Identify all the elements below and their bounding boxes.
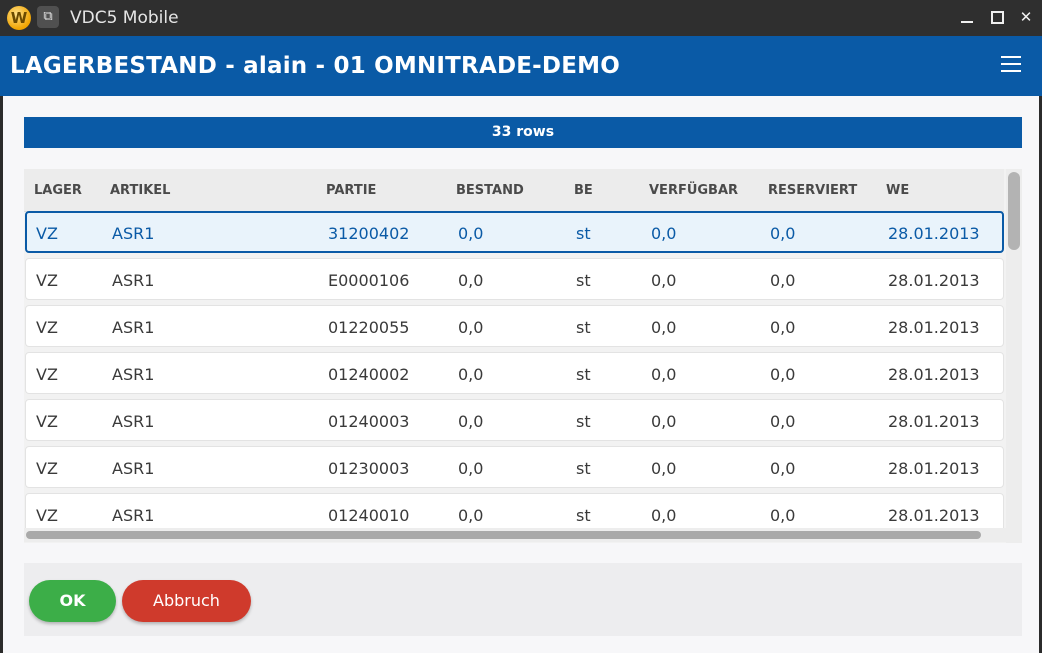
table-header: LAGER ARTIKEL PARTIE BESTAND BE VERFÜGBA… xyxy=(24,169,1004,212)
cell-bestand: 0,0 xyxy=(458,224,484,243)
table-row[interactable]: VZ ASR1 E0000106 0,0 st 0,0 0,0 28.01.2013 xyxy=(25,258,1004,300)
cell-partie: 01220055 xyxy=(328,318,410,337)
cell-bestand: 0,0 xyxy=(458,412,484,431)
cell-reserviert: 0,0 xyxy=(770,224,796,243)
column-header-verfuegbar[interactable]: VERFÜGBAR xyxy=(649,183,739,198)
cell-artikel: ASR1 xyxy=(112,224,155,243)
cell-lager: VZ xyxy=(36,318,58,337)
column-header-be[interactable]: BE xyxy=(574,183,593,198)
cell-reserviert: 0,0 xyxy=(770,412,796,431)
cell-be: st xyxy=(576,271,591,290)
cell-verfuegbar: 0,0 xyxy=(651,506,677,525)
window-titlebar: W ⧉ VDC5 Mobile ✕ xyxy=(0,0,1042,36)
hamburger-menu-icon[interactable] xyxy=(1001,54,1023,76)
table-row[interactable]: VZ ASR1 01220055 0,0 st 0,0 0,0 28.01.2013 xyxy=(25,305,1004,347)
cell-artikel: ASR1 xyxy=(112,459,155,478)
cell-verfuegbar: 0,0 xyxy=(651,459,677,478)
column-header-reserviert[interactable]: RESERVIERT xyxy=(768,183,858,198)
cell-we: 28.01.2013 xyxy=(888,412,980,431)
cell-verfuegbar: 0,0 xyxy=(651,271,677,290)
close-icon: ✕ xyxy=(1019,8,1033,26)
vertical-scrollbar[interactable] xyxy=(1006,169,1022,543)
horizontal-scroll-thumb[interactable] xyxy=(26,531,981,539)
cell-we: 28.01.2013 xyxy=(888,271,980,290)
table-row[interactable]: VZ ASR1 31200402 0,0 st 0,0 0,0 28.01.2013 xyxy=(25,211,1004,253)
cell-artikel: ASR1 xyxy=(112,365,155,384)
cell-be: st xyxy=(576,459,591,478)
ok-button[interactable]: OK xyxy=(29,580,116,622)
cell-reserviert: 0,0 xyxy=(770,318,796,337)
cell-partie: 31200402 xyxy=(328,224,410,243)
cancel-button[interactable]: Abbruch xyxy=(122,580,251,622)
minimize-button[interactable] xyxy=(955,5,979,29)
button-bar: OK Abbruch xyxy=(24,563,1022,636)
window-title: VDC5 Mobile xyxy=(70,8,179,28)
maximize-icon xyxy=(991,11,1004,24)
column-header-partie[interactable]: PARTIE xyxy=(326,183,377,198)
app-header: LAGERBESTAND - alain - 01 OMNITRADE-DEMO xyxy=(0,36,1042,96)
cell-be: st xyxy=(576,365,591,384)
maximize-button[interactable] xyxy=(985,5,1009,29)
cell-we: 28.01.2013 xyxy=(888,506,980,525)
window-menu-icon[interactable]: ⧉ xyxy=(37,6,59,28)
cell-lager: VZ xyxy=(36,412,58,431)
cell-artikel: ASR1 xyxy=(112,412,155,431)
cell-be: st xyxy=(576,224,591,243)
cell-bestand: 0,0 xyxy=(458,365,484,384)
horizontal-scrollbar[interactable] xyxy=(24,528,1006,542)
cell-lager: VZ xyxy=(36,459,58,478)
cell-we: 28.01.2013 xyxy=(888,459,980,478)
table-row[interactable]: VZ ASR1 01240002 0,0 st 0,0 0,0 28.01.2013 xyxy=(25,352,1004,394)
app-logo-icon: W xyxy=(7,6,31,30)
cell-lager: VZ xyxy=(36,271,58,290)
cell-bestand: 0,0 xyxy=(458,459,484,478)
cell-artikel: ASR1 xyxy=(112,271,155,290)
cell-partie: 01240002 xyxy=(328,365,410,384)
column-header-bestand[interactable]: BESTAND xyxy=(456,183,524,198)
cell-verfuegbar: 0,0 xyxy=(651,365,677,384)
cell-artikel: ASR1 xyxy=(112,506,155,525)
cell-verfuegbar: 0,0 xyxy=(651,412,677,431)
column-header-we[interactable]: WE xyxy=(886,183,910,198)
cell-lager: VZ xyxy=(36,506,58,525)
vertical-scroll-thumb[interactable] xyxy=(1008,172,1020,250)
minimize-icon xyxy=(961,21,973,23)
cell-bestand: 0,0 xyxy=(458,318,484,337)
cell-bestand: 0,0 xyxy=(458,271,484,290)
cell-reserviert: 0,0 xyxy=(770,459,796,478)
cell-we: 28.01.2013 xyxy=(888,318,980,337)
cell-partie: 01240010 xyxy=(328,506,410,525)
cell-partie: 01230003 xyxy=(328,459,410,478)
row-count-banner: 33 rows xyxy=(24,117,1022,148)
cell-partie: 01240003 xyxy=(328,412,410,431)
cell-be: st xyxy=(576,412,591,431)
cell-verfuegbar: 0,0 xyxy=(651,224,677,243)
page-title: LAGERBESTAND - alain - 01 OMNITRADE-DEMO xyxy=(10,53,620,79)
column-header-artikel[interactable]: ARTIKEL xyxy=(110,183,171,198)
stock-table: LAGER ARTIKEL PARTIE BESTAND BE VERFÜGBA… xyxy=(24,169,1022,543)
table-row[interactable]: VZ ASR1 01230003 0,0 st 0,0 0,0 28.01.2013 xyxy=(25,446,1004,488)
cell-we: 28.01.2013 xyxy=(888,224,980,243)
table-row[interactable]: VZ ASR1 01240003 0,0 st 0,0 0,0 28.01.2013 xyxy=(25,399,1004,441)
column-header-lager[interactable]: LAGER xyxy=(34,183,82,198)
cell-reserviert: 0,0 xyxy=(770,271,796,290)
cell-verfuegbar: 0,0 xyxy=(651,318,677,337)
close-button[interactable]: ✕ xyxy=(1014,5,1038,29)
cell-we: 28.01.2013 xyxy=(888,365,980,384)
cell-be: st xyxy=(576,318,591,337)
cell-lager: VZ xyxy=(36,224,58,243)
cell-reserviert: 0,0 xyxy=(770,506,796,525)
cell-bestand: 0,0 xyxy=(458,506,484,525)
cell-partie: E0000106 xyxy=(328,271,410,290)
cell-be: st xyxy=(576,506,591,525)
cell-lager: VZ xyxy=(36,365,58,384)
cell-reserviert: 0,0 xyxy=(770,365,796,384)
cell-artikel: ASR1 xyxy=(112,318,155,337)
